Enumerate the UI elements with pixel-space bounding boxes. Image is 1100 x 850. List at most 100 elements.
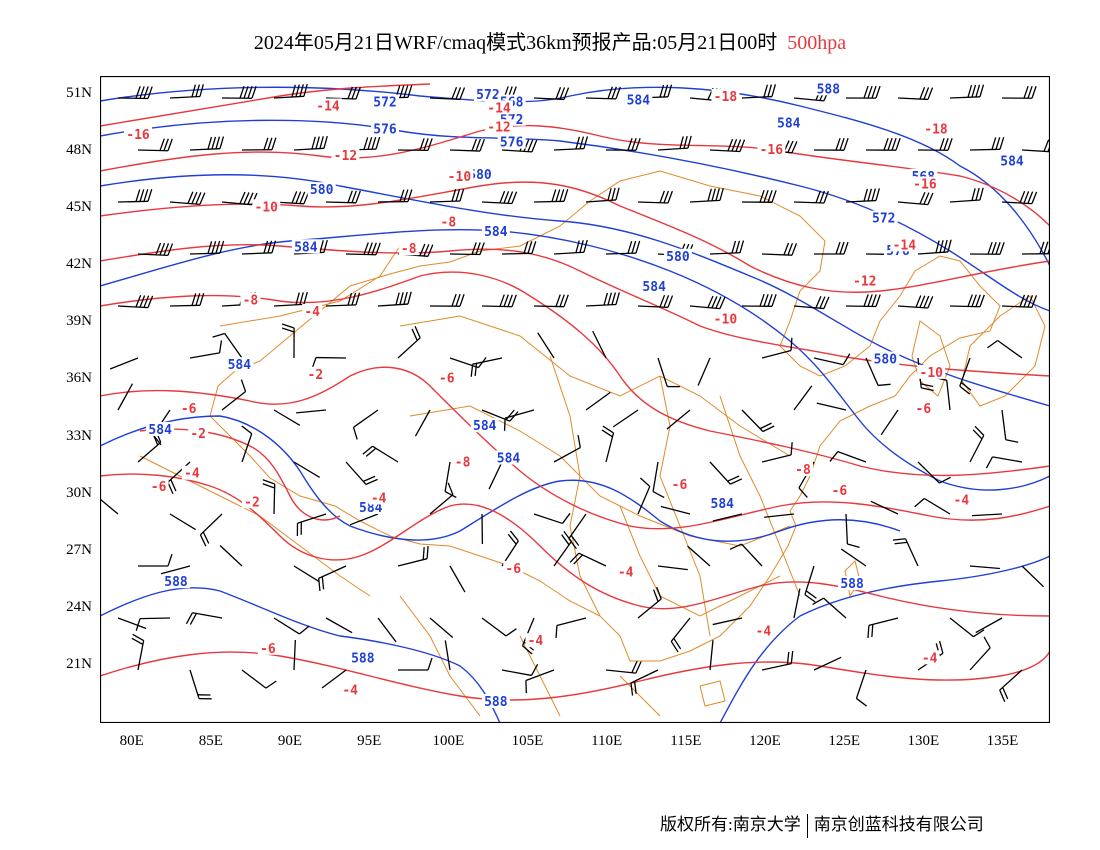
wind-barb — [199, 513, 223, 547]
wind-barb-shaft — [837, 450, 867, 463]
wind-barb-shaft — [605, 669, 636, 674]
wind-barb-feather — [639, 477, 651, 487]
wind-barb — [1001, 409, 1019, 443]
wind-barb-feather — [139, 295, 146, 308]
contour-label-text: -6 — [151, 480, 167, 495]
wind-barb-feather — [1027, 295, 1034, 308]
wind-barb — [167, 461, 191, 495]
contour-label-bg — [869, 210, 898, 225]
contour-label-bg — [314, 98, 342, 113]
province-lines-4 — [659, 375, 711, 637]
wind-barb-feather — [759, 294, 765, 307]
wind-barb — [325, 292, 361, 307]
wind-barb-feather — [143, 86, 149, 99]
wind-barb-feather — [351, 86, 357, 100]
wind-barb-feather — [559, 189, 565, 202]
wind-barb-feather — [527, 139, 534, 152]
wind-barb — [362, 445, 399, 463]
wind-barb — [709, 461, 743, 485]
wind-barb-feather — [399, 189, 405, 202]
wind-barb — [845, 188, 881, 203]
contour-label-text: -6 — [832, 484, 848, 499]
wind-barb-feather — [159, 138, 165, 151]
wind-barb-feather — [479, 242, 485, 255]
wind-barb-feather — [652, 589, 659, 602]
wind-barb-shaft — [377, 303, 408, 307]
wind-barb — [1021, 565, 1045, 588]
wind-barb — [481, 294, 517, 308]
wind-barb-feather — [265, 680, 277, 689]
wind-barb-feather — [299, 191, 306, 204]
wind-barb-shaft — [969, 565, 1000, 570]
wind-barb-feather — [363, 242, 369, 255]
wind-barb-feather — [729, 543, 742, 550]
wind-barb-feather — [771, 190, 777, 203]
contour-label-text: -6 — [439, 372, 455, 387]
wind-barb-feather — [631, 660, 638, 673]
wind-barb-feather — [559, 294, 565, 307]
wind-barb-feather — [835, 241, 841, 255]
wind-barb — [470, 357, 503, 377]
wind-barb-feather — [475, 242, 481, 255]
wind-barb-feather — [1027, 191, 1034, 204]
lat-label: 24N — [66, 598, 92, 615]
wind-barb-feather — [875, 294, 881, 307]
contour-label-text: -12 — [487, 120, 510, 135]
map-title: 2024年05月21日WRF/cmaq模式36km预报产品:05月21日00时 5… — [0, 26, 1100, 55]
wind-barb — [377, 291, 412, 307]
wind-barb-feather — [979, 294, 985, 307]
wind-barb-shaft — [840, 548, 867, 567]
contour-label-text: -10 — [255, 200, 279, 215]
contour-label: 584 — [774, 115, 803, 132]
wind-barb-feather — [132, 633, 144, 642]
wind-barb — [657, 357, 680, 388]
wind-barb-feather — [191, 191, 198, 205]
wind-barb-feather — [296, 523, 299, 536]
wind-barb-feather — [921, 387, 934, 392]
wind-barb-feather — [241, 425, 253, 435]
wind-barb-feather — [147, 295, 154, 308]
wind-barb-feather — [474, 363, 478, 377]
wind-barb-shaft — [325, 304, 357, 307]
wind-barb-feather — [525, 680, 527, 694]
contour-label-bg — [951, 492, 972, 507]
height-contour-588-east — [719, 555, 1050, 723]
wind-barb-feather — [189, 613, 197, 625]
wind-barb-feather — [563, 294, 569, 307]
contour-label-text: 584 — [642, 280, 666, 295]
wind-barb-feather — [471, 242, 477, 255]
wind-barb-shaft — [917, 461, 940, 484]
wind-barb-feather — [791, 141, 798, 154]
contour-label: -12 — [485, 119, 513, 135]
lat-label: 30N — [66, 484, 92, 501]
wind-barb-feather — [667, 84, 673, 98]
contour-label-bg — [340, 682, 361, 697]
contour-label-bg — [181, 465, 202, 480]
contour-label: -4 — [181, 465, 202, 482]
wind-barb-feather — [455, 87, 462, 100]
wind-barb-feather — [847, 543, 860, 549]
wind-barb — [189, 669, 212, 700]
contour-label-text: 584 — [473, 419, 497, 434]
wind-barb-feather — [191, 293, 197, 306]
contour-label-bg — [708, 496, 737, 511]
contour-label-text: -2 — [190, 427, 206, 442]
wind-barb-shaft — [969, 435, 985, 463]
wind-barb-feather — [423, 138, 429, 151]
wind-barb-shaft — [949, 96, 981, 99]
wind-barb-shaft — [377, 617, 397, 643]
contour-label-text: -18 — [924, 122, 948, 137]
wind-barb-shaft — [189, 669, 200, 699]
contour-label-bg — [257, 640, 278, 655]
wind-barb-feather — [459, 87, 466, 100]
wind-barb-feather — [652, 491, 665, 499]
contour-label: 584 — [225, 357, 254, 373]
contour-label: -6 — [913, 401, 934, 417]
wind-barb-shaft — [761, 253, 793, 256]
wind-barb-feather — [715, 188, 720, 201]
wind-barb-shaft — [137, 441, 162, 463]
wind-barb — [273, 409, 301, 426]
wind-barb-feather — [199, 84, 204, 97]
wind-barb-feather — [973, 629, 985, 638]
contour-label-text: -6 — [260, 642, 276, 657]
